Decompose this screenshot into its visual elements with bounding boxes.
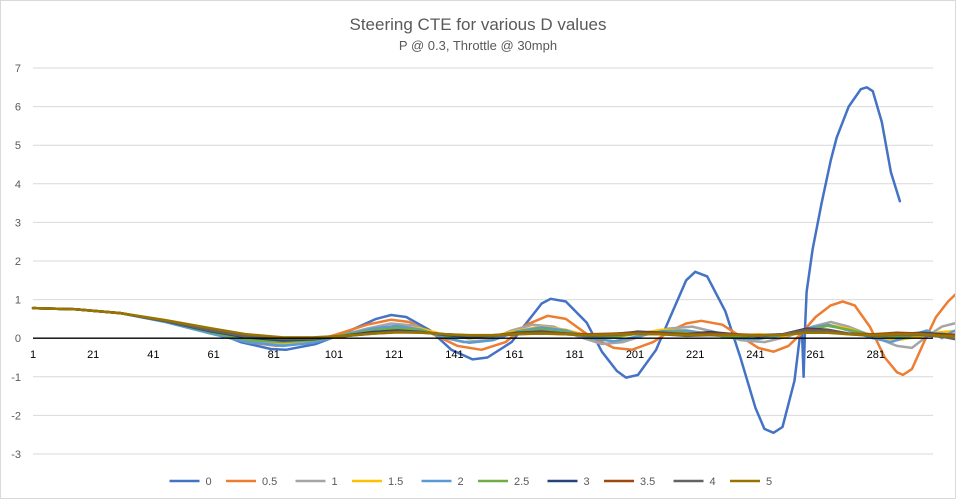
x-tick-label: 121 [385, 349, 403, 361]
x-tick-label: 141 [445, 349, 463, 361]
legend-item: 1 [295, 476, 338, 488]
legend-label: 0.5 [262, 476, 277, 488]
x-tick-label: 61 [207, 349, 219, 361]
y-tick-label: 7 [15, 63, 21, 75]
x-tick-label: 181 [566, 349, 584, 361]
legend-item: 1.5 [352, 476, 403, 488]
y-tick-label: 4 [15, 179, 21, 191]
legend-label: 0 [206, 476, 212, 488]
chart-title: Steering CTE for various D values [350, 15, 607, 34]
legend-label: 3 [584, 476, 590, 488]
legend-item: 2.5 [478, 476, 529, 488]
legend-item: 4 [673, 476, 716, 488]
legend: 0 0.5 1 1.5 2 2.5 3 3.5 4 5 [169, 476, 772, 488]
y-tick-label: 1 [15, 295, 21, 307]
legend-item: 3.5 [604, 476, 655, 488]
y-tick-label: 3 [15, 217, 21, 229]
x-tick-label: 221 [686, 349, 704, 361]
series-line-0 [31, 86, 902, 435]
series-line-9 [31, 306, 955, 339]
x-tick-label: 161 [505, 349, 523, 361]
legend-label: 1 [332, 476, 338, 488]
x-tick-label: 21 [87, 349, 99, 361]
legend-item: 0.5 [226, 476, 277, 488]
legend-label: 4 [710, 476, 716, 488]
y-tick-label: -2 [11, 410, 21, 422]
gridlines [33, 67, 933, 455]
x-tick-label: 41 [147, 349, 159, 361]
legend-label: 2 [458, 476, 464, 488]
legend-label: 2.5 [514, 476, 529, 488]
x-tick-label: 101 [325, 349, 343, 361]
x-tick-label: 81 [268, 349, 280, 361]
legend-label: 3.5 [640, 476, 655, 488]
y-tick-label: -1 [11, 372, 21, 384]
legend-label: 5 [766, 476, 772, 488]
x-tick-label: 261 [806, 349, 824, 361]
legend-item: 2 [421, 476, 464, 488]
legend-item: 0 [169, 476, 212, 488]
legend-item: 3 [547, 476, 590, 488]
y-tick-label: 5 [15, 140, 21, 152]
legend-item: 5 [730, 476, 772, 488]
legend-label: 1.5 [388, 476, 403, 488]
y-tick-label: -3 [11, 449, 21, 461]
series-lines [31, 86, 955, 435]
x-tick-label: 201 [626, 349, 644, 361]
x-tick-label: 281 [867, 349, 885, 361]
x-axis-ticks: 1 21 41 61 81 101 121 141 161 181 201 221 241 261 281 [30, 349, 885, 361]
y-tick-label: 2 [15, 256, 21, 268]
y-tick-label: 6 [15, 102, 21, 114]
x-tick-label: 241 [746, 349, 764, 361]
y-axis-ticks: 7 6 5 4 3 2 1 0 -1 -2 -3 [11, 63, 21, 461]
y-tick-label: 0 [15, 333, 21, 345]
chart-subtitle: P @ 0.3, Throttle @ 30mph [399, 38, 557, 53]
x-tick-label: 1 [30, 349, 36, 361]
